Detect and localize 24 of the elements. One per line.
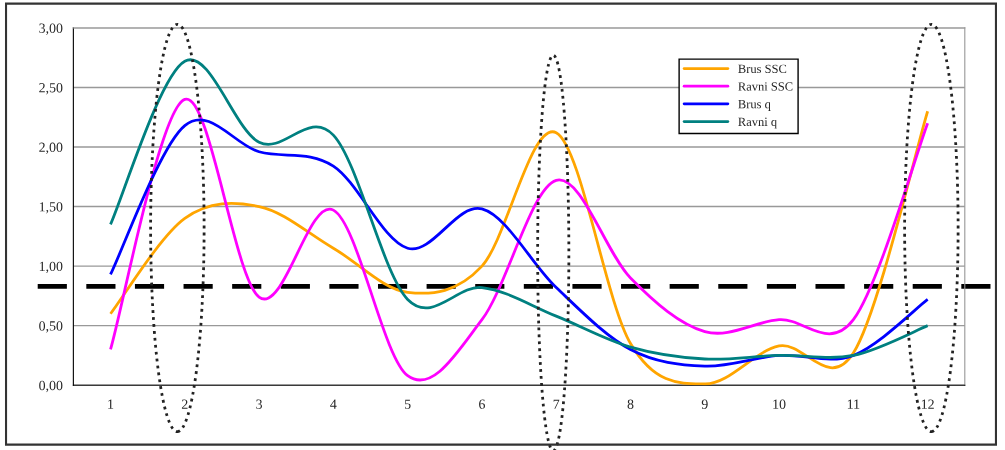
x-tick-label: 5 — [404, 399, 411, 409]
y-tick-label: 3,00 — [39, 23, 63, 35]
y-tick-label: 2,50 — [39, 83, 63, 95]
x-tick-label: 12 — [921, 399, 934, 409]
x-tick-label: 11 — [847, 399, 860, 409]
x-tick-label: 7 — [553, 399, 560, 409]
line-series — [109, 58, 930, 361]
legend-label: Brus SSC — [738, 64, 787, 74]
legend-label: Ravni SSC — [738, 82, 793, 91]
legend-label: Brus q — [738, 100, 771, 111]
y-tick-label: 1,00 — [39, 261, 63, 274]
x-tick-label: 2 — [181, 399, 188, 409]
x-tick-label: 4 — [330, 399, 337, 409]
y-tick-label: 0,00 — [39, 380, 63, 393]
x-tick-label: 9 — [701, 399, 708, 409]
legend-label: Ravni q — [738, 117, 777, 129]
y-tick-label: 1,50 — [39, 202, 63, 214]
x-tick-label: 1 — [108, 399, 114, 409]
x-tick-label: 3 — [256, 399, 263, 409]
y-tick-label: 0,50 — [39, 321, 63, 333]
x-tick-label: 8 — [627, 399, 634, 409]
x-tick-label: 10 — [773, 399, 786, 409]
x-tick-label: 6 — [479, 399, 485, 409]
y-tick-label: 2,00 — [39, 142, 63, 154]
